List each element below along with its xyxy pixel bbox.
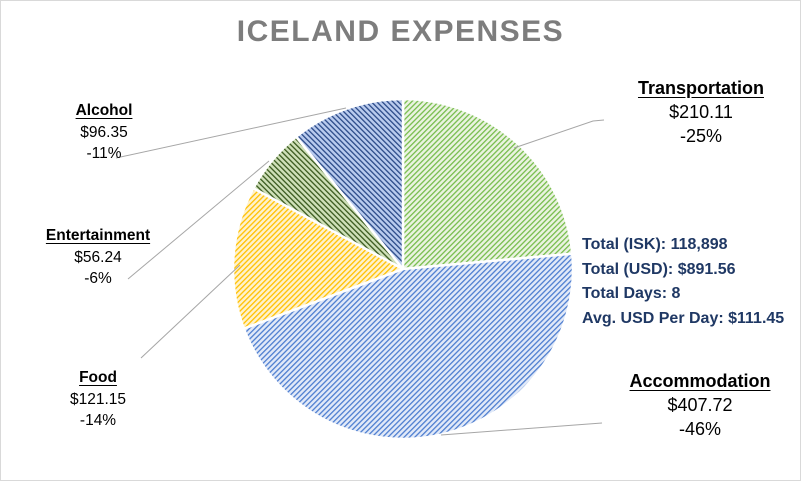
label-transportation-amount: $210.11	[669, 102, 733, 122]
label-food-amount: $121.15	[69, 390, 127, 408]
leader-line-food	[140, 264, 241, 359]
label-transportation-name: Transportation	[637, 78, 764, 98]
pie-slice-transportation[interactable]	[401, 97, 574, 271]
label-alcohol-name: Alcohol	[75, 102, 133, 119]
chart-title: ICELAND EXPENSES	[236, 15, 565, 48]
label-transportation: Transportation $210.11 -25%	[613, 76, 789, 148]
total-days: Total Days: 8	[582, 285, 681, 302]
label-entertainment-percent: -6%	[84, 270, 112, 287]
total-isk: Total (ISK): 118,898	[582, 236, 728, 253]
leader-line-accommodation	[440, 422, 603, 436]
label-food: Food $121.15 -14%	[28, 367, 168, 432]
pie-slice-accommodation[interactable]	[242, 252, 575, 441]
label-food-name: Food	[79, 369, 117, 386]
label-food-percent: -14%	[79, 412, 117, 429]
label-alcohol-amount: $96.35	[80, 123, 128, 141]
leader-line-alcohol	[115, 107, 347, 159]
totals-block: Total (ISK): 118,898 Total (USD): $891.5…	[582, 233, 784, 331]
label-transportation-percent: -25%	[679, 126, 723, 146]
label-accommodation-amount: $407.72	[667, 395, 733, 415]
leader-line-transportation	[513, 119, 605, 149]
label-entertainment: Entertainment $56.24 -6%	[18, 225, 178, 290]
avg-usd-per-day: Avg. USD Per Day: $111.45	[582, 309, 785, 327]
label-entertainment-amount: $56.24	[74, 248, 122, 266]
leader-line-entertainment	[127, 160, 270, 280]
label-accommodation: Accommodation $407.72 -46%	[611, 369, 789, 441]
total-usd: Total (USD): $891.56	[582, 260, 736, 278]
label-entertainment-name: Entertainment	[45, 227, 151, 244]
pie-slice-alcohol[interactable]	[294, 97, 405, 271]
label-alcohol: Alcohol $96.35 -11%	[34, 100, 174, 165]
label-accommodation-percent: -46%	[678, 419, 722, 439]
pie-slice-food[interactable]	[231, 186, 405, 330]
label-accommodation-name: Accommodation	[629, 371, 771, 391]
label-alcohol-percent: -11%	[86, 145, 122, 162]
